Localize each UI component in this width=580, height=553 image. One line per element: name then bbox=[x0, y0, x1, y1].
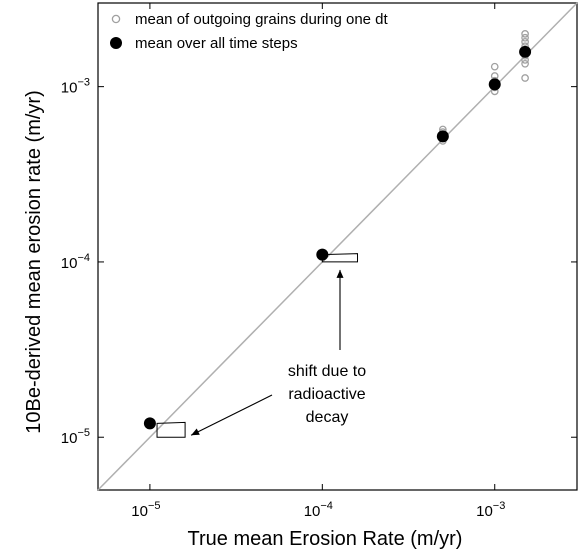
x-tick-label: 10−4 bbox=[304, 500, 333, 520]
legend: mean of outgoing grains during one dt mea… bbox=[110, 11, 389, 52]
tick-exponent: −3 bbox=[77, 77, 90, 89]
y-tick-label: 10−5 bbox=[61, 427, 90, 447]
annotation-text-line: radioactive bbox=[288, 386, 365, 403]
filled-circle-point bbox=[143, 417, 156, 430]
tick-base: 10 bbox=[304, 503, 321, 520]
tick-exponent: −3 bbox=[493, 500, 506, 512]
tick-base: 10 bbox=[476, 503, 493, 520]
tick-exponent: −4 bbox=[320, 500, 333, 512]
open-circle-point bbox=[521, 33, 529, 42]
decay-shift-box bbox=[156, 421, 186, 438]
open-circle-point bbox=[521, 59, 529, 68]
y-tick-label: 10−3 bbox=[61, 77, 90, 97]
arrow-head bbox=[336, 269, 344, 278]
legend-entry-label: mean over all time steps bbox=[135, 35, 298, 52]
tick-base: 10 bbox=[61, 430, 78, 447]
filled-circle-point bbox=[436, 130, 449, 143]
filled-circle-point bbox=[519, 45, 532, 58]
axis-ticks: 10−5 10−4 10−310−510−410−3 bbox=[61, 3, 577, 520]
tick-exponent: −4 bbox=[77, 252, 90, 264]
open-circle-point bbox=[521, 38, 529, 46]
data-points bbox=[143, 30, 532, 430]
arrow-head bbox=[191, 428, 200, 436]
legend-filled-circle-marker bbox=[110, 37, 122, 49]
filled-circle-point bbox=[488, 78, 501, 91]
legend-entry-label: mean of outgoing grains during one dt bbox=[135, 11, 389, 28]
legend-open-circle-marker bbox=[111, 14, 121, 24]
x-tick-label: 10−5 bbox=[131, 500, 160, 520]
annotations: shift due to radioactive decay bbox=[156, 253, 366, 438]
open-circle-point bbox=[490, 62, 499, 71]
annotation-text-line: decay bbox=[306, 409, 349, 426]
tick-exponent: −5 bbox=[77, 427, 90, 439]
annotation-arrow bbox=[190, 394, 273, 436]
y-axis-label: 10Be-derived mean erosion rate (m/yr) bbox=[23, 90, 45, 433]
open-circle-point bbox=[521, 74, 529, 82]
tick-base: 10 bbox=[61, 80, 78, 97]
annotation-text-line: shift due to bbox=[288, 363, 366, 380]
open-circle-point bbox=[521, 30, 529, 38]
tick-base: 10 bbox=[131, 503, 148, 520]
y-tick-label: 10−4 bbox=[61, 252, 90, 272]
x-axis-label: True mean Erosion Rate (m/yr) bbox=[188, 528, 463, 550]
tick-base: 10 bbox=[61, 255, 78, 272]
decay-shift-box bbox=[321, 253, 359, 263]
tick-exponent: −5 bbox=[148, 500, 161, 512]
x-tick-label: 10−3 bbox=[476, 500, 505, 520]
plot-frame bbox=[97, 2, 578, 491]
